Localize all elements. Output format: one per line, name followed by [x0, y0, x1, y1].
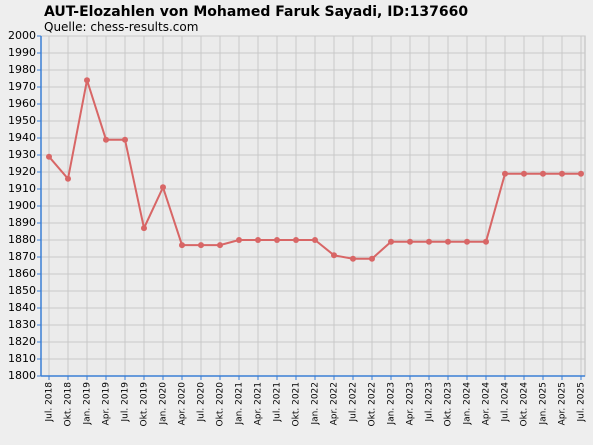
y-tick-label: 1950	[8, 114, 36, 127]
y-tick-label: 2000	[8, 29, 36, 42]
y-tick-label: 1830	[8, 318, 36, 331]
x-tick-label: Jan. 2023	[387, 382, 397, 426]
point	[255, 237, 261, 243]
x-tick-label: Okt. 2023	[444, 382, 454, 426]
x-tick-label: Okt. 2020	[216, 382, 226, 427]
point	[312, 237, 318, 243]
x-tick-label: Apr. 2020	[178, 382, 188, 426]
y-tick-label: 1980	[8, 63, 36, 76]
x-tick-label: Jan. 2021	[235, 382, 245, 426]
x-tick-label: Apr. 2019	[102, 382, 112, 426]
point	[445, 238, 451, 245]
x-tick-label: Jul. 2025	[577, 382, 587, 423]
x-tick-label: Okt. 2021	[292, 382, 302, 426]
y-tick-label: 1910	[8, 182, 36, 195]
point	[483, 238, 489, 245]
x-tick-label: Jan. 2019	[83, 382, 93, 426]
x-tick-label: Okt. 2019	[140, 382, 150, 427]
point	[236, 237, 242, 243]
point	[274, 237, 280, 243]
x-tick-label: Jan. 2022	[311, 382, 321, 426]
point	[103, 136, 109, 143]
x-tick-label: Jul. 2024	[501, 382, 511, 423]
point	[160, 184, 166, 191]
x-tick-label: Jul. 2023	[425, 382, 435, 423]
y-tick-label: 1880	[8, 233, 36, 246]
point	[350, 255, 356, 262]
point	[540, 170, 546, 177]
chart-subtitle: Quelle: chess-results.com	[44, 20, 198, 34]
y-tick-label: 1870	[8, 250, 36, 263]
y-tick-label: 1940	[8, 131, 36, 144]
x-tick-label: Jan. 2025	[539, 382, 549, 426]
x-tick-label: Jul. 2018	[45, 382, 55, 423]
y-tick-label: 1840	[8, 301, 36, 314]
y-tick-label: 1920	[8, 165, 36, 178]
y-tick-label: 1970	[8, 80, 36, 93]
point	[217, 242, 223, 249]
point	[179, 242, 185, 249]
point	[521, 170, 527, 177]
x-tick-label: Okt. 2024	[520, 382, 530, 427]
y-tick-label: 1900	[8, 199, 36, 212]
x-tick-label: Apr. 2023	[406, 382, 416, 425]
x-tick-label: Apr. 2021	[254, 382, 264, 425]
x-tick-label: Jul. 2021	[273, 382, 283, 423]
point	[426, 238, 432, 245]
point	[502, 170, 508, 177]
point	[293, 237, 299, 243]
point	[65, 175, 71, 182]
y-tick-label: 1820	[8, 335, 36, 348]
x-tick-label: Apr. 2024	[482, 382, 492, 426]
y-tick-label: 1890	[8, 216, 36, 229]
x-tick-label: Jan. 2020	[159, 382, 169, 426]
y-tick-label: 1810	[8, 352, 36, 365]
point	[122, 136, 128, 143]
point	[369, 255, 375, 262]
y-tick-label: 1850	[8, 284, 36, 297]
point	[578, 170, 584, 177]
point	[331, 252, 337, 259]
x-tick-label: Apr. 2022	[330, 382, 340, 425]
y-tick-label: 1960	[8, 97, 36, 110]
point	[407, 238, 413, 245]
point	[46, 153, 52, 160]
chart-title: AUT-Elozahlen von Mohamed Faruk Sayadi, …	[44, 4, 468, 20]
point	[141, 225, 147, 232]
x-tick-label: Okt. 2018	[64, 382, 74, 427]
x-tick-label: Jul. 2022	[349, 382, 359, 423]
point	[198, 242, 204, 249]
point	[84, 77, 90, 84]
x-tick-label: Apr. 2025	[558, 382, 568, 425]
x-tick-label: Jul. 2019	[121, 382, 131, 423]
y-tick-label: 1930	[8, 148, 36, 161]
y-tick-label: 1990	[8, 46, 36, 59]
x-tick-label: Jul. 2020	[197, 382, 207, 423]
point	[464, 238, 470, 245]
y-tick-label: 1860	[8, 267, 36, 280]
x-tick-label: Jan. 2024	[463, 382, 473, 426]
x-tick-label: Okt. 2022	[368, 382, 378, 426]
y-tick-label: 1800	[8, 369, 36, 382]
point	[559, 170, 565, 177]
point	[388, 238, 394, 245]
